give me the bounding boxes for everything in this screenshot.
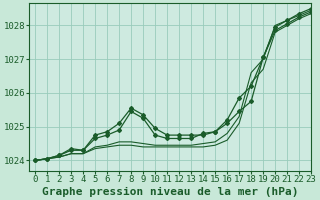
X-axis label: Graphe pression niveau de la mer (hPa): Graphe pression niveau de la mer (hPa) [42, 186, 298, 197]
